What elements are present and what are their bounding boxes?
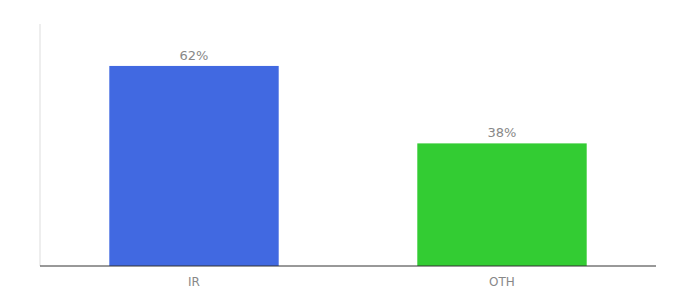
bar	[109, 66, 278, 266]
x-tick-label: IR	[188, 275, 200, 289]
chart: 62% 38% IR OTH	[0, 0, 680, 300]
x-axis-line	[40, 266, 656, 267]
x-tick-label: OTH	[489, 275, 515, 289]
chart-container: 62% 38% IR OTH	[0, 0, 680, 300]
bar	[417, 143, 586, 266]
data-label: 62%	[180, 48, 209, 63]
bars	[109, 66, 586, 266]
data-label: 38%	[488, 125, 517, 140]
y-axis-line	[40, 24, 41, 266]
